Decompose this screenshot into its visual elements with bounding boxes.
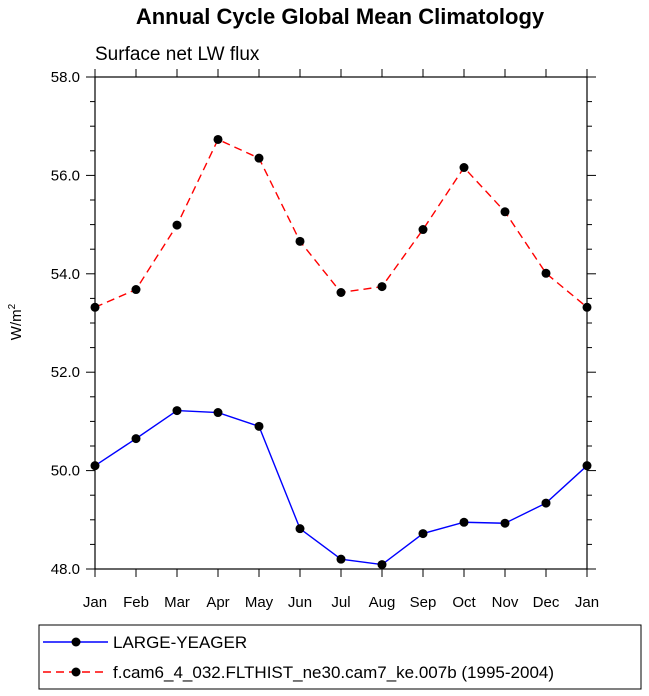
x-tick-label: Apr [206, 594, 229, 611]
y-tick-label: 58.0 [51, 69, 80, 86]
x-tick-label: Oct [452, 594, 476, 611]
legend-marker [71, 637, 81, 647]
x-tick-label: Jun [288, 594, 312, 611]
chart-subtitle: Surface net LW flux [95, 44, 260, 65]
data-point [418, 529, 428, 539]
chart-title: Annual Cycle Global Mean Climatology [136, 4, 545, 29]
legend: LARGE-YEAGER f.cam6_4_032.FLTHIST_ne30.ca… [38, 624, 642, 690]
y-axis-label-superscript: 2 [7, 303, 18, 309]
data-point [295, 236, 305, 246]
x-tick-label: Dec [533, 594, 560, 611]
x-tick-label: Jan [83, 594, 107, 611]
y-tick-label: 54.0 [51, 266, 80, 283]
series-layer [90, 134, 592, 570]
y-axis-label: W/m2 [7, 303, 25, 340]
data-point [541, 268, 551, 278]
axis-ticks: 48.0 50.0 52.0 54.0 56.0 58.0 Jan Feb Mar Apr May J… [51, 69, 599, 611]
data-point [213, 134, 223, 144]
legend-label: f.cam6_4_032.FLTHIST_ne30.cam7_ke.007b (… [113, 663, 554, 682]
data-point [377, 282, 387, 292]
legend-box [38, 624, 642, 690]
data-point [336, 287, 346, 297]
legend-marker [71, 667, 81, 677]
series-line-0 [94, 409, 588, 566]
y-axis-label-unit: W/m [8, 309, 25, 340]
data-point [336, 554, 346, 564]
data-point [500, 207, 510, 217]
data-point [418, 225, 428, 235]
x-tick-label: May [245, 594, 274, 611]
x-tick-label: Jul [331, 594, 350, 611]
plot-frame [94, 76, 588, 570]
x-tick-label: Aug [369, 594, 396, 611]
data-point [131, 434, 141, 444]
y-tick-label: 50.0 [51, 463, 80, 480]
data-point [541, 498, 551, 508]
data-point [377, 560, 387, 570]
data-point [172, 406, 182, 416]
x-tick-label: Sep [410, 594, 437, 611]
y-tick-label: 48.0 [51, 561, 80, 578]
x-tick-label: Mar [164, 594, 190, 611]
y-tick-label: 56.0 [51, 167, 80, 184]
y-tick-label: 52.0 [51, 364, 80, 381]
data-point [500, 518, 510, 528]
legend-label: LARGE-YEAGER [113, 633, 247, 652]
data-point [254, 153, 264, 163]
x-tick-label: Jan [575, 594, 599, 611]
data-point [172, 220, 182, 230]
series-line-1 [94, 138, 588, 308]
x-tick-label: Feb [123, 594, 149, 611]
data-point [213, 408, 223, 418]
data-point [254, 421, 264, 431]
data-point [295, 524, 305, 534]
data-point [459, 163, 469, 173]
data-point [131, 285, 141, 295]
data-point [459, 517, 469, 527]
x-tick-label: Nov [492, 594, 519, 611]
